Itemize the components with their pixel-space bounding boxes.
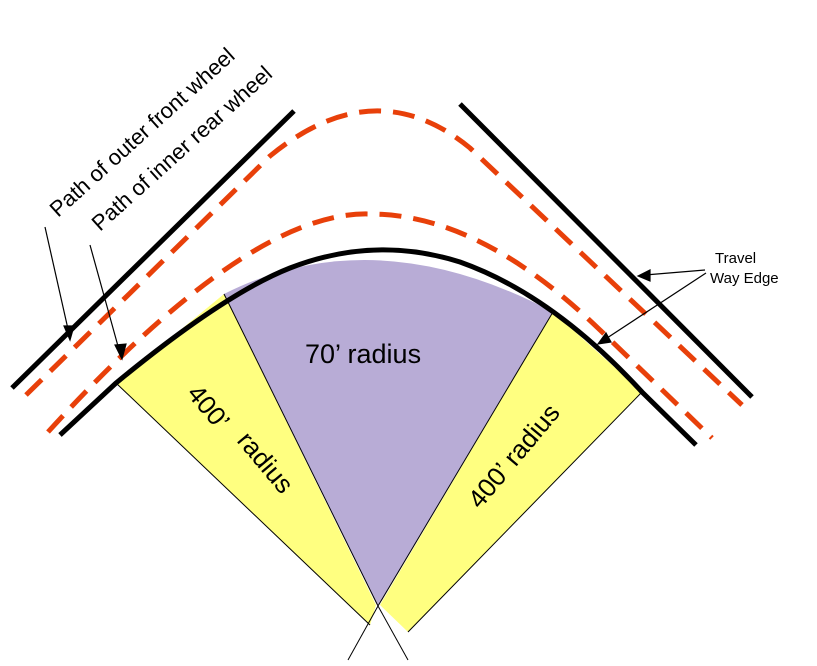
outer-front-wheel-path <box>24 108 744 407</box>
outer-left-edge <box>10 109 296 390</box>
left-sector-400 <box>116 294 376 625</box>
inner-curb-edge <box>58 247 698 447</box>
travel-way-leaders <box>596 269 707 345</box>
center-sector-70 <box>224 260 553 606</box>
label-travel-way-line2: Way Edge <box>710 270 779 287</box>
right-sector-400 <box>380 312 642 632</box>
label-center-radius: 70’ radius <box>305 339 421 369</box>
label-travel-way-line1: Travel <box>715 250 756 267</box>
path-label-leaders <box>44 226 127 361</box>
inner-rear-wheel-path <box>46 211 714 440</box>
wheel-paths <box>24 108 744 440</box>
outer-right-edge <box>458 102 754 399</box>
sector-boundaries <box>115 293 643 661</box>
travel-way-edges <box>10 102 754 447</box>
